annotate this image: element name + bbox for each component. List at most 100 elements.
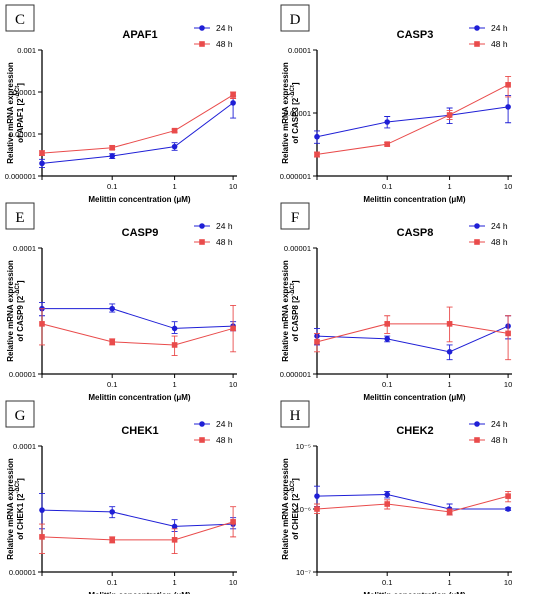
chart-title: CHEK1 [121,425,158,437]
legend-marker [474,437,480,443]
legend-marker [199,25,205,31]
panel-e: E CASP9 0.00001 0.0001 0.1 1 10 Melittin concen… [5,202,237,402]
legend-label: 24 h [216,221,233,231]
error-bar [505,315,512,361]
y-tick-label: 0.000001 [280,172,311,181]
data-point [39,321,45,327]
x-axis-label: Melittin concentration (μM) [363,195,466,204]
x-tick-label: 10 [504,578,512,587]
series-1 [314,76,512,158]
y-axis-label-line2: of CASP8 [2 [291,295,300,341]
x-tick-label: 1 [173,182,177,191]
y-axis-label: Relative mRNA expressionof CASP3 [2-ΔCt] [281,62,300,164]
series-0 [314,485,512,516]
data-point [505,506,511,512]
y-tick-label: 10⁻⁵ [296,442,311,451]
legend-label: 24 h [216,23,233,33]
series-line [316,84,509,155]
x-tick-label: 1 [448,578,452,587]
y-tick-label: 0.000001 [280,370,311,379]
y-axis-label-end: ] [291,82,300,85]
y-axis-label-line1: Relative mRNA expression [6,458,15,560]
series-line [316,323,509,343]
panel-label: D [290,12,301,28]
chart-title: CASP9 [122,227,159,239]
y-tick-label: 0.0001 [13,88,36,97]
series-0 [39,493,237,532]
data-point [314,151,320,158]
x-axis-label: Melittin concentration (μM) [88,591,191,594]
data-point [109,305,115,312]
data-point [230,519,236,525]
y-axis-label-line1: Relative mRNA expression [6,62,15,164]
panel-label: E [15,210,24,226]
legend-marker [474,41,480,47]
x-axis-label: Melittin concentration (μM) [88,195,191,204]
y-axis-label-superscript: -ΔCt [290,283,296,296]
series-line [41,509,234,527]
data-point [505,82,511,88]
series-1 [39,506,237,555]
y-tick-label: 0.0001 [288,46,311,55]
panel-label-box [280,400,310,428]
y-tick-label: 0.0001 [13,244,36,253]
panel-g: G CHEK1 0.00001 0.0001 0.1 1 10 Melittin concen… [5,400,237,594]
y-tick-label: 0.0001 [13,442,36,451]
y-axis-label-end: ] [16,83,25,86]
data-point [39,507,45,513]
x-axis-label: Melittin concentration (μM) [363,393,466,402]
y-tick-label: 0.000001 [5,172,36,181]
error-bar [39,308,45,346]
chart-title: CASP8 [397,227,434,239]
data-point [446,349,453,355]
x-tick-label: 10 [504,182,512,191]
data-point [39,534,45,540]
data-point [171,127,178,134]
y-axis-label-superscript: -ΔCt [15,283,21,296]
legend-label: 48 h [491,39,508,49]
data-point [171,143,178,150]
x-axis-label: Melittin concentration (μM) [363,591,466,594]
x-tick-label: 0.1 [382,578,392,587]
data-point [109,339,115,345]
series-line [316,106,509,138]
series-0 [39,301,237,334]
legend-label: 48 h [491,237,508,247]
legend-marker [199,239,205,245]
x-tick-label: 0.1 [107,578,117,587]
y-axis-label: Relative mRNA expressionof APAF1 [2-ΔCt] [6,62,25,164]
series-line [316,495,509,513]
panel-label: G [15,408,26,424]
data-point [109,153,115,159]
y-tick-label: 0.00001 [9,370,36,379]
y-axis-label-superscript: -ΔCt [290,85,296,98]
error-bar [230,95,237,119]
legend-marker [199,421,205,427]
y-axis-label-line1: Relative mRNA expression [281,260,290,362]
data-point [384,336,390,342]
series-line [316,325,509,353]
chart-title: CASP3 [397,29,434,41]
panel-label: C [15,12,25,28]
data-point [109,144,115,151]
y-axis-label: Relative mRNA expressionof CASP9 [2-ΔCt] [6,260,25,362]
legend-label: 24 h [216,419,233,429]
data-point [446,509,453,515]
panel-label-box [5,202,35,230]
series-1 [314,306,512,361]
y-tick-label: 0.00001 [9,568,36,577]
x-tick-label: 10 [229,380,237,389]
panel-label-box [5,4,35,32]
y-axis-label-line2: of APAF1 [2 [16,98,25,143]
series-0 [39,95,237,168]
data-point [384,141,390,147]
data-point [384,501,390,507]
legend-label: 24 h [491,23,508,33]
y-tick-label: 0.001 [17,46,36,55]
x-tick-label: 10 [229,182,237,191]
data-point [39,150,45,156]
x-axis-label: Melittin concentration (μM) [88,393,191,402]
data-point [446,112,453,118]
legend-marker [199,223,205,229]
